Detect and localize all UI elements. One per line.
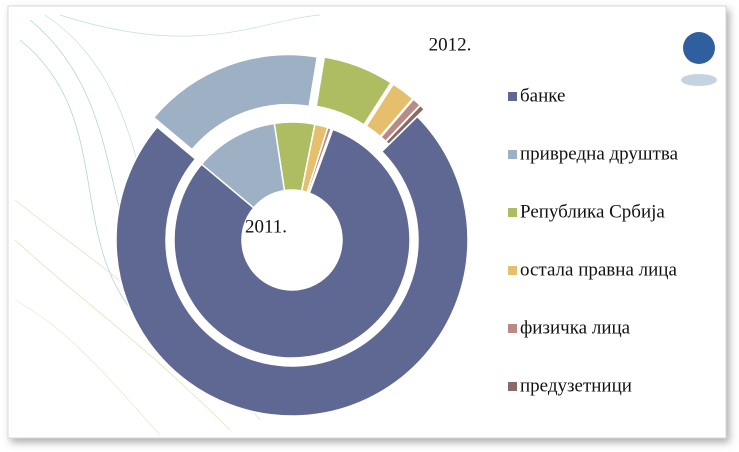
legend-label: банке [520,85,565,106]
legend-swatch [508,150,517,159]
legend-swatch [508,92,517,101]
legend-label: Република Србија [520,201,665,222]
legend-swatch [508,266,517,275]
legend-label: остала правна лица [520,259,677,280]
legend-swatch [508,382,517,391]
chart: 2011. 2012. банке привредна друштва Републ… [0,0,739,452]
legend-label: физичка лица [520,317,631,338]
legend-swatch [508,208,517,217]
legend-label: предузетници [520,375,632,396]
outer-ring-label: 2012. [429,34,472,55]
legend-label: привредна друштва [520,143,679,164]
legend-swatch [508,324,517,333]
inner-ring-label: 2011. [245,216,287,237]
page: 2011. 2012. банке привредна друштва Републ… [0,0,739,452]
